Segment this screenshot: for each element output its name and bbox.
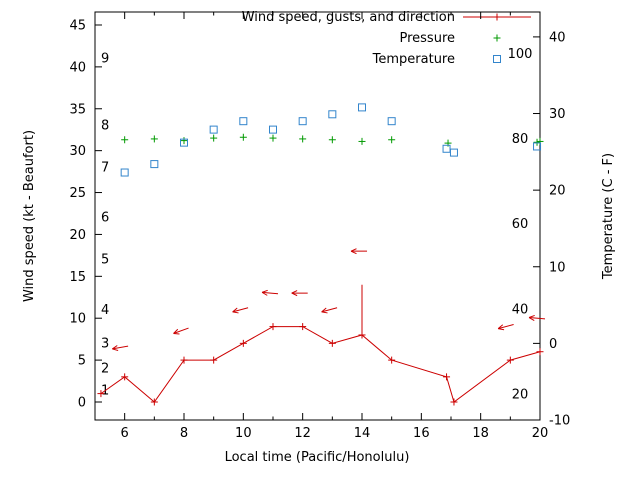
svg-text:20: 20 bbox=[532, 426, 549, 441]
svg-text:4: 4 bbox=[101, 303, 109, 318]
svg-text:40: 40 bbox=[69, 60, 86, 75]
svg-text:5: 5 bbox=[78, 354, 86, 369]
svg-text:9: 9 bbox=[101, 51, 109, 66]
svg-text:30: 30 bbox=[549, 107, 566, 122]
legend-label-temperature: Temperature bbox=[372, 52, 455, 67]
svg-text:100: 100 bbox=[508, 47, 533, 62]
svg-text:20: 20 bbox=[549, 184, 566, 199]
svg-text:10: 10 bbox=[69, 312, 86, 327]
y-axis-title-left: Wind speed (kt - Beaufort) bbox=[22, 130, 37, 302]
svg-text:25: 25 bbox=[69, 186, 86, 201]
svg-text:20: 20 bbox=[512, 387, 529, 402]
svg-text:40: 40 bbox=[549, 30, 566, 45]
svg-text:14: 14 bbox=[354, 426, 371, 441]
svg-text:12: 12 bbox=[294, 426, 311, 441]
svg-text:15: 15 bbox=[69, 270, 86, 285]
svg-text:8: 8 bbox=[180, 426, 188, 441]
x-axis-title: Local time (Pacific/Honolulu) bbox=[225, 450, 410, 465]
svg-text:20: 20 bbox=[69, 228, 86, 243]
svg-text:30: 30 bbox=[69, 144, 86, 159]
svg-text:0: 0 bbox=[549, 337, 557, 352]
legend-label-pressure: Pressure bbox=[399, 31, 455, 46]
svg-text:35: 35 bbox=[69, 102, 86, 117]
svg-text:10: 10 bbox=[235, 426, 252, 441]
legend-markers bbox=[463, 13, 531, 63]
wind-speed-series bbox=[97, 323, 544, 406]
legend-label-wind: Wind speed, gusts, and direction bbox=[242, 10, 455, 25]
svg-text:16: 16 bbox=[413, 426, 430, 441]
wind-direction-arrows bbox=[112, 248, 546, 351]
temperature-series bbox=[120, 103, 542, 177]
svg-text:18: 18 bbox=[472, 426, 489, 441]
plot-axes: 6 8 10 12 14 16 18 20051015202530354045-1001020… bbox=[69, 11, 570, 441]
svg-text:6: 6 bbox=[121, 426, 129, 441]
svg-text:5: 5 bbox=[101, 253, 109, 268]
svg-text:40: 40 bbox=[512, 302, 529, 317]
svg-text:-10: -10 bbox=[549, 414, 570, 429]
svg-text:8: 8 bbox=[101, 119, 109, 134]
svg-text:0: 0 bbox=[78, 395, 86, 410]
svg-text:45: 45 bbox=[69, 18, 86, 33]
svg-text:3: 3 bbox=[101, 336, 109, 351]
svg-text:2: 2 bbox=[101, 361, 109, 376]
y-axis-title-right: Temperature (C - F) bbox=[601, 153, 616, 280]
pressure-series bbox=[121, 133, 544, 147]
legend: Wind speed, gusts, and direction Pressur… bbox=[242, 10, 531, 67]
svg-text:80: 80 bbox=[512, 132, 529, 147]
svg-text:6: 6 bbox=[101, 211, 109, 226]
svg-text:7: 7 bbox=[101, 160, 109, 175]
svg-text:10: 10 bbox=[549, 260, 566, 275]
svg-text:60: 60 bbox=[512, 217, 529, 232]
